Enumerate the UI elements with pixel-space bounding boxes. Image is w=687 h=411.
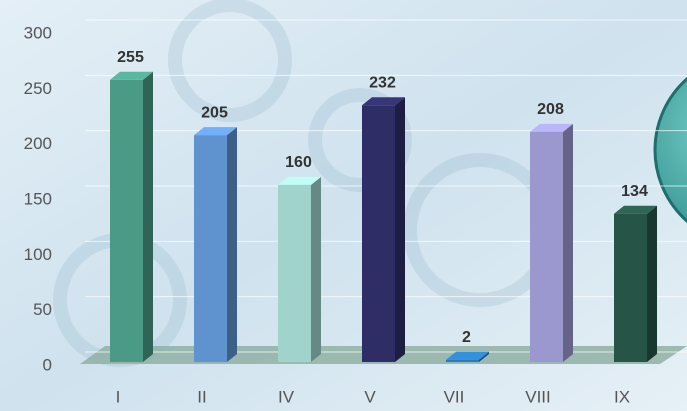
bar-top — [110, 71, 153, 80]
bar — [194, 135, 227, 362]
y-tick-label: 200 — [24, 134, 52, 153]
bar-top — [530, 123, 573, 132]
bar-top — [194, 127, 237, 136]
data-label: 208 — [537, 101, 564, 118]
x-tick-label: V — [364, 387, 376, 406]
bar-side — [311, 176, 321, 362]
y-tick-label: 100 — [24, 245, 52, 264]
data-label: 134 — [621, 183, 648, 200]
x-tick-label: IX — [614, 387, 630, 406]
bar-side — [395, 97, 405, 363]
y-tick-label: 50 — [33, 300, 52, 319]
y-tick-label: 250 — [24, 79, 52, 98]
bar-side — [143, 71, 153, 363]
data-label: 205 — [201, 104, 228, 121]
bar-side — [479, 351, 489, 362]
bar — [110, 79, 143, 363]
y-tick-label: 300 — [24, 23, 52, 42]
bar — [362, 105, 395, 363]
x-tick-label: VII — [444, 387, 465, 406]
x-tick-label: VIII — [525, 387, 551, 406]
x-tick-label: II — [197, 387, 206, 406]
bar-top — [614, 205, 657, 214]
data-label: 255 — [117, 49, 144, 66]
bar-side — [227, 127, 237, 362]
bar-side — [563, 123, 573, 363]
bar — [278, 184, 311, 362]
x-tick-label: IV — [278, 387, 295, 406]
bar-top — [362, 97, 405, 106]
y-tick-label: 0 — [43, 355, 52, 374]
data-label: 160 — [285, 154, 312, 171]
data-label: 232 — [369, 74, 396, 91]
bar-top — [446, 351, 489, 360]
bar — [614, 213, 647, 362]
data-label: 2 — [462, 329, 471, 346]
bar — [530, 131, 563, 362]
x-tick-label: I — [116, 387, 121, 406]
bar-side — [647, 205, 657, 362]
y-tick-label: 150 — [24, 189, 52, 208]
bar-top — [278, 176, 321, 185]
bar — [446, 359, 479, 362]
